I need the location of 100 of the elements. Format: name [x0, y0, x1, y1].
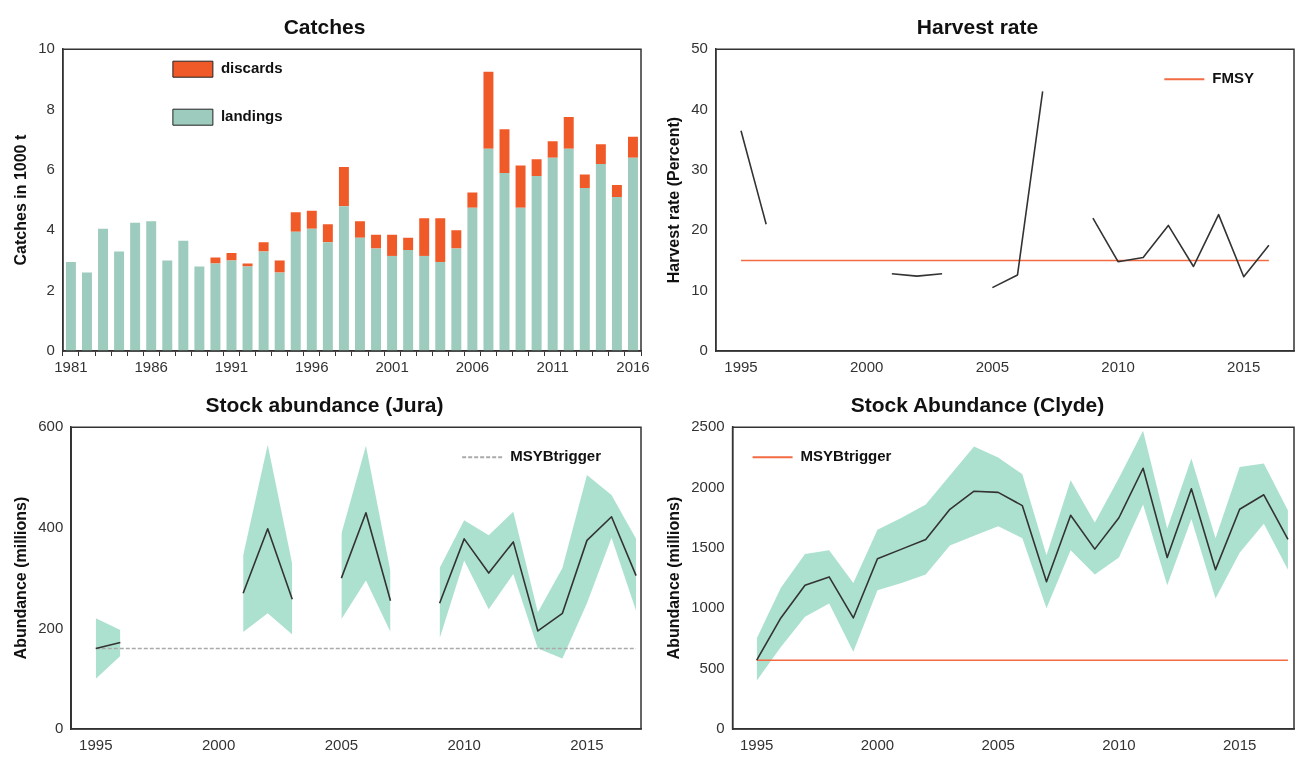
- chart-title: Stock abundance (Jura): [205, 393, 444, 417]
- bar: [210, 257, 221, 264]
- legend-label: landings: [220, 107, 283, 125]
- bar: [258, 242, 269, 252]
- bar: [579, 174, 590, 189]
- bar: [338, 166, 349, 207]
- y-tick-label: 40: [691, 99, 708, 117]
- bar: [387, 234, 398, 256]
- x-tick-label: 1996: [295, 358, 329, 376]
- bar: [242, 266, 253, 351]
- bar: [467, 192, 478, 208]
- x-tick-label: 2005: [324, 736, 359, 754]
- bar: [611, 185, 622, 198]
- y-tick-label: 2500: [691, 417, 725, 435]
- bar: [451, 248, 462, 351]
- x-tick-label: 2000: [201, 736, 236, 754]
- y-tick-label: 8: [46, 99, 55, 117]
- bar: [611, 197, 622, 351]
- bar: [354, 237, 365, 351]
- x-tick-label: 2010: [447, 736, 481, 754]
- x-tick-label: 1991: [214, 358, 249, 376]
- bar: [306, 228, 317, 351]
- bar: [371, 248, 382, 351]
- bar: [403, 237, 414, 250]
- y-tick-label: 1500: [691, 538, 725, 556]
- x-tick-label: 1995: [724, 358, 758, 376]
- bar: [242, 263, 253, 267]
- bar: [322, 242, 333, 351]
- y-tick-label: 200: [38, 618, 64, 636]
- y-tick-label: 0: [46, 341, 55, 359]
- bar: [194, 266, 205, 351]
- bar: [499, 172, 510, 351]
- bar: [403, 249, 414, 351]
- bar: [563, 117, 574, 149]
- y-axis-title: Catches in 1000 t: [12, 134, 30, 266]
- bar: [387, 255, 398, 351]
- x-tick-label: 2015: [1227, 358, 1261, 376]
- bar: [515, 207, 526, 351]
- x-tick-label: 2001: [375, 358, 409, 376]
- x-tick-label: 2015: [570, 736, 604, 754]
- y-tick-label: 2000: [691, 477, 725, 495]
- x-tick-label: 2006: [455, 358, 490, 376]
- y-tick-label: 10: [38, 39, 55, 57]
- legend-label: MSYBtrigger: [800, 447, 892, 465]
- x-tick-label: 2010: [1101, 358, 1135, 376]
- bar: [563, 148, 574, 351]
- y-axis-title: Harvest rate (Percent): [665, 116, 683, 284]
- x-tick-label: 2015: [1222, 736, 1257, 754]
- bar: [531, 159, 542, 176]
- bar: [146, 221, 157, 351]
- y-tick-label: 600: [38, 417, 64, 435]
- bar: [595, 163, 606, 351]
- bar: [338, 206, 349, 351]
- bar: [65, 261, 76, 351]
- bar: [130, 222, 141, 351]
- y-tick-label: 50: [691, 39, 708, 57]
- legend-label: MSYBtrigger: [510, 447, 602, 465]
- bar: [354, 221, 365, 238]
- y-tick-label: 6: [46, 160, 55, 178]
- x-tick-label: 1995: [79, 736, 113, 754]
- legend-label: discards: [220, 59, 283, 77]
- y-tick-label: 500: [699, 658, 725, 676]
- x-tick-label: 2016: [616, 358, 650, 376]
- bar: [226, 260, 237, 351]
- bar: [531, 175, 542, 351]
- y-tick-label: 0: [699, 341, 708, 359]
- x-tick-label: 2000: [850, 358, 884, 376]
- bar: [178, 240, 189, 351]
- y-tick-label: 30: [691, 160, 708, 178]
- bar: [274, 272, 285, 351]
- y-tick-label: 1000: [691, 598, 725, 616]
- bar: [210, 263, 221, 351]
- bar: [435, 218, 446, 262]
- legend-label: FMSY: [1212, 69, 1254, 87]
- y-axis-title: Abundance (millions): [665, 496, 683, 660]
- bar: [435, 261, 446, 351]
- x-tick-label: 1986: [134, 358, 168, 376]
- x-tick-label: 2010: [1102, 736, 1136, 754]
- bar: [114, 251, 125, 351]
- bar: [627, 157, 638, 351]
- bar: [290, 231, 301, 351]
- x-tick-label: 1981: [54, 358, 88, 376]
- y-tick-label: 2: [46, 280, 55, 298]
- bar: [579, 188, 590, 351]
- bar: [515, 165, 526, 208]
- bar: [290, 212, 301, 232]
- bar: [499, 129, 510, 173]
- x-tick-label: 1995: [740, 736, 774, 754]
- bar: [98, 228, 109, 351]
- chart-title: Catches: [283, 15, 366, 39]
- y-tick-label: 400: [38, 517, 64, 535]
- bar: [467, 207, 478, 351]
- bar: [258, 251, 269, 351]
- y-tick-label: 20: [691, 220, 708, 238]
- x-tick-label: 2000: [860, 736, 895, 754]
- y-axis-title: Abundance (millions): [12, 496, 30, 660]
- chart-title: Harvest rate: [916, 15, 1039, 39]
- bar: [595, 144, 606, 164]
- bar: [547, 141, 558, 158]
- y-tick-label: 0: [716, 719, 725, 737]
